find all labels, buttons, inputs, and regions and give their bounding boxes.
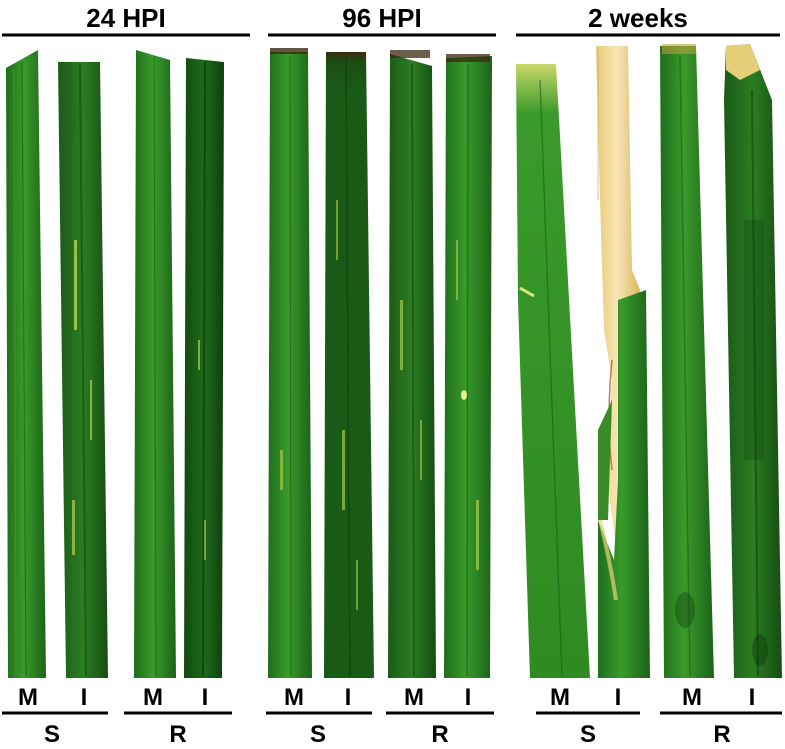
leaf-s-infected-2weeks [596,46,650,678]
leaf-r-mock-96hpi [388,50,436,678]
leaf-label-m: M [284,684,304,711]
group-label-s: S [44,721,60,748]
group-label-s: S [310,721,326,748]
group-label-r: R [431,721,448,748]
leaf-s-infected-24hpi [58,62,108,678]
leaf-r-infected-24hpi [184,58,224,678]
leaf-label-m: M [404,684,424,711]
panel-title: 96 HPI [342,3,422,33]
leaf-label-i: I [749,684,756,711]
leaf-label-m: M [18,684,38,711]
leaf-label-i: I [615,684,622,711]
leaf-label-m: M [550,684,570,711]
leaf-label-i: I [345,684,352,711]
leaf-r-infected-96hpi [444,54,492,678]
leaf-s-mock-96hpi [268,48,312,678]
leaf-s-mock-2weeks [516,64,590,678]
panel-2weeks: 2 weeks M [516,3,782,748]
leaf-r-infected-2weeks [724,44,782,678]
leaf-s-infected-96hpi [324,52,374,678]
group-label-r: R [713,721,730,748]
panel-title: 2 weeks [588,3,688,33]
panel-24hpi: 24 HPI M I S M I [2,3,250,748]
leaf-label-i: I [81,684,88,711]
leaf-r-mock-2weeks [660,44,714,678]
leaf-label-m: M [143,684,163,711]
leaf-label-i: I [202,684,209,711]
group-label-r: R [169,721,186,748]
panel-96hpi: 96 HPI M [266,3,496,748]
leaf-label-m: M [682,684,702,711]
group-label-s: S [580,721,596,748]
leaf-label-i: I [465,684,472,711]
leaf-s-mock-24hpi [6,50,46,678]
leaf-r-mock-24hpi [134,50,176,678]
panel-title: 24 HPI [86,3,166,33]
